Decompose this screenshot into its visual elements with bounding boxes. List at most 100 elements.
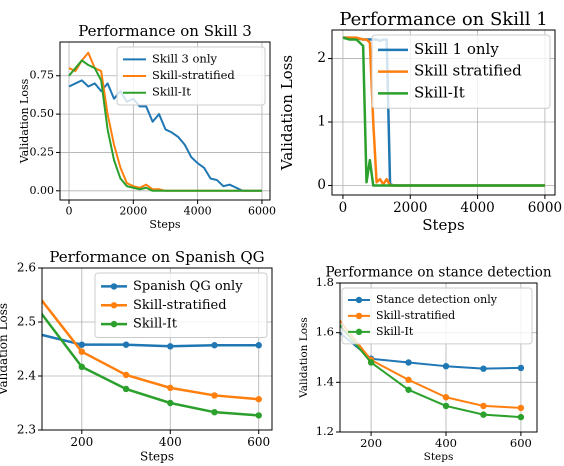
point bbox=[480, 411, 487, 418]
x-tick-label: 200 bbox=[360, 436, 382, 450]
series-line bbox=[42, 298, 259, 401]
series-line bbox=[68, 59, 262, 192]
point bbox=[330, 310, 336, 316]
axes-frame bbox=[339, 282, 538, 433]
point bbox=[122, 371, 130, 379]
point bbox=[442, 362, 450, 370]
legend-box bbox=[94, 272, 268, 339]
plot-area bbox=[330, 310, 525, 421]
legend-label: Skill-It bbox=[152, 85, 191, 99]
y-tick-label: 2.6 bbox=[17, 261, 36, 275]
plot-area bbox=[34, 298, 262, 419]
x-axis-label: Steps bbox=[424, 451, 454, 463]
legend-label: Skill-stratified bbox=[376, 309, 455, 322]
x-tick-label: 400 bbox=[435, 436, 457, 450]
point bbox=[442, 394, 450, 401]
chart-title: Performance on Spanish QG bbox=[49, 248, 264, 266]
point bbox=[255, 342, 262, 349]
x-tick-label: 600 bbox=[247, 435, 270, 449]
y-tick-label: 1.4 bbox=[316, 374, 334, 388]
x-tick-label: 6000 bbox=[248, 205, 276, 218]
legend-marker bbox=[355, 312, 363, 320]
legend-marker bbox=[110, 302, 118, 309]
legend-label: Stance detection only bbox=[376, 293, 498, 306]
plot-area bbox=[68, 51, 262, 192]
x-tick-label: 4000 bbox=[184, 205, 212, 218]
y-tick-label: 2 bbox=[317, 50, 326, 66]
point bbox=[480, 365, 487, 372]
x-tick-label: 600 bbox=[510, 436, 532, 450]
point bbox=[167, 399, 174, 407]
subplot: Performance on Skill 1 0 2000 4000 6000 0 1 2 St… bbox=[278, 9, 562, 234]
axes-frame bbox=[59, 41, 271, 201]
y-axis-label: Validation Loss bbox=[278, 55, 296, 171]
series-line bbox=[42, 312, 259, 417]
point bbox=[367, 359, 375, 366]
axes-frame bbox=[41, 267, 273, 431]
point bbox=[517, 413, 525, 421]
chart-title: Performance on stance detection bbox=[325, 265, 551, 281]
y-tick-label: 0.00 bbox=[30, 184, 55, 197]
x-axis-label: Steps bbox=[422, 216, 464, 234]
point bbox=[78, 363, 86, 371]
x-tick-label: 0 bbox=[339, 200, 348, 216]
point bbox=[211, 408, 218, 416]
point bbox=[122, 341, 130, 348]
point bbox=[405, 359, 412, 366]
y-tick-label: 0.25 bbox=[30, 145, 55, 158]
y-tick-label: 2.5 bbox=[17, 315, 36, 329]
y-tick-label: 2.3 bbox=[17, 423, 36, 437]
legend-label: Spanish QG only bbox=[133, 279, 243, 294]
point bbox=[167, 384, 174, 392]
point bbox=[330, 315, 336, 321]
x-tick-label: 6000 bbox=[528, 200, 562, 216]
legend-label: Skill-stratified bbox=[133, 298, 227, 313]
point bbox=[517, 364, 525, 372]
legend-label: Skill stratified bbox=[414, 62, 522, 80]
legend-label: Skill-It bbox=[133, 317, 178, 332]
x-tick-label: 2000 bbox=[119, 205, 147, 218]
series-line bbox=[340, 323, 521, 419]
x-tick-label: 400 bbox=[159, 435, 182, 449]
subplot: Performance on Spanish QG 200 400 600 2.3 2.4… bbox=[0, 248, 273, 463]
point bbox=[78, 341, 86, 348]
y-axis-label: Validation Loss bbox=[0, 303, 10, 396]
point bbox=[211, 392, 218, 399]
chart-title: Performance on Skill 1 bbox=[339, 9, 547, 30]
y-axis-label: Validation Loss bbox=[18, 78, 31, 164]
y-axis-label: Validation Loss bbox=[298, 317, 310, 399]
legend-label: Skill 3 only bbox=[152, 51, 218, 65]
point bbox=[517, 404, 525, 412]
point bbox=[255, 396, 262, 403]
point bbox=[122, 385, 130, 393]
point bbox=[405, 376, 412, 384]
point bbox=[34, 331, 40, 337]
x-axis-label: Steps bbox=[140, 449, 174, 463]
series-line bbox=[340, 319, 521, 409]
legend-marker bbox=[110, 283, 118, 290]
axes-frame bbox=[331, 29, 556, 196]
series-line bbox=[68, 79, 262, 192]
y-tick-label: 1.8 bbox=[316, 275, 334, 289]
y-tick-label: 1 bbox=[317, 114, 326, 130]
point bbox=[442, 402, 450, 410]
y-tick-label: 0.75 bbox=[30, 69, 55, 82]
point bbox=[255, 412, 262, 419]
x-tick-label: 2000 bbox=[393, 200, 427, 216]
y-tick-label: 2.4 bbox=[17, 369, 36, 383]
x-tick-label: 0 bbox=[66, 205, 73, 218]
legend-label: Skill 1 only bbox=[414, 40, 499, 58]
point bbox=[405, 386, 412, 393]
legend-marker bbox=[110, 320, 118, 328]
subplot: Performance on Skill 3 0 2000 4000 6000 0.00 0… bbox=[18, 22, 276, 231]
legend-box bbox=[371, 34, 551, 109]
legend-label: Skill-stratified bbox=[152, 68, 235, 82]
legend-label: Skill-It bbox=[376, 325, 414, 338]
point bbox=[167, 343, 174, 350]
y-tick-label: 0.50 bbox=[30, 107, 55, 120]
point bbox=[34, 305, 40, 311]
y-tick-label: 1.6 bbox=[316, 325, 334, 339]
legend-marker bbox=[355, 328, 363, 336]
point bbox=[480, 402, 487, 410]
x-axis-label: Steps bbox=[149, 218, 181, 231]
